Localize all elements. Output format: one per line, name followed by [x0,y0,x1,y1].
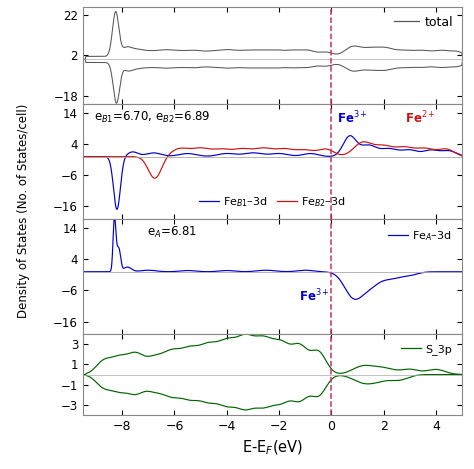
Text: e$_{B1}$=6.70, e$_{B2}$=6.89: e$_{B1}$=6.70, e$_{B2}$=6.89 [94,109,211,125]
Text: e$_A$=6.81: e$_A$=6.81 [147,225,197,240]
Legend: Fe$_A$–3d: Fe$_A$–3d [383,225,456,247]
Text: Fe$^{3+}$: Fe$^{3+}$ [337,109,368,126]
Legend: Fe$_{B1}$–3d, Fe$_{B2}$–3d: Fe$_{B1}$–3d, Fe$_{B2}$–3d [194,190,351,213]
X-axis label: E-E$_F$(eV): E-E$_F$(eV) [242,439,303,457]
Legend: S_3p: S_3p [397,340,456,359]
Text: Fe$^{2+}$: Fe$^{2+}$ [405,109,436,126]
Text: Fe$^{3+}$: Fe$^{3+}$ [299,288,330,305]
Legend: total: total [391,13,456,31]
Text: Density of States (No. of States/cell): Density of States (No. of States/cell) [17,104,29,318]
